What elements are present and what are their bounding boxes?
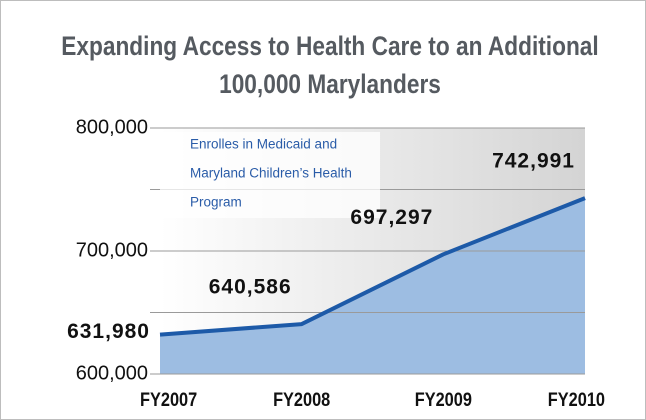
y-tick-label: 700,000 [76,239,148,261]
x-tick-label: FY2009 [415,389,472,410]
y-tick-label: 800,000 [76,116,148,138]
value-label: 697,297 [350,206,433,229]
annotation-box [160,132,380,218]
line [159,196,586,337]
annotation: Enrolles in Medicaid and [190,137,337,152]
annotation: Program [190,195,242,210]
y-tick-label: 600,000 [76,362,148,384]
value-label: 640,586 [209,276,292,299]
x-tick-label: FY2010 [548,389,605,410]
x-tick-label: FY2008 [273,389,330,410]
chart-title: 100,000 Marylanders [219,69,441,99]
value-label: 631,980 [67,320,150,343]
chart-title: Expanding Access to Health Care to an Ad… [61,31,598,61]
x-tick-label: FY2007 [140,389,197,410]
value-label: 742,991 [492,150,575,173]
annotation: Maryland Children’s Health [190,166,352,181]
